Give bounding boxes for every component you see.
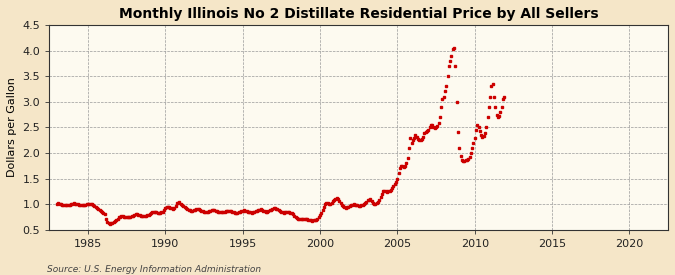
Title: Monthly Illinois No 2 Distillate Residential Price by All Sellers: Monthly Illinois No 2 Distillate Residen… [119, 7, 599, 21]
Y-axis label: Dollars per Gallon: Dollars per Gallon [7, 77, 17, 177]
Text: Source: U.S. Energy Information Administration: Source: U.S. Energy Information Administ… [47, 265, 261, 274]
